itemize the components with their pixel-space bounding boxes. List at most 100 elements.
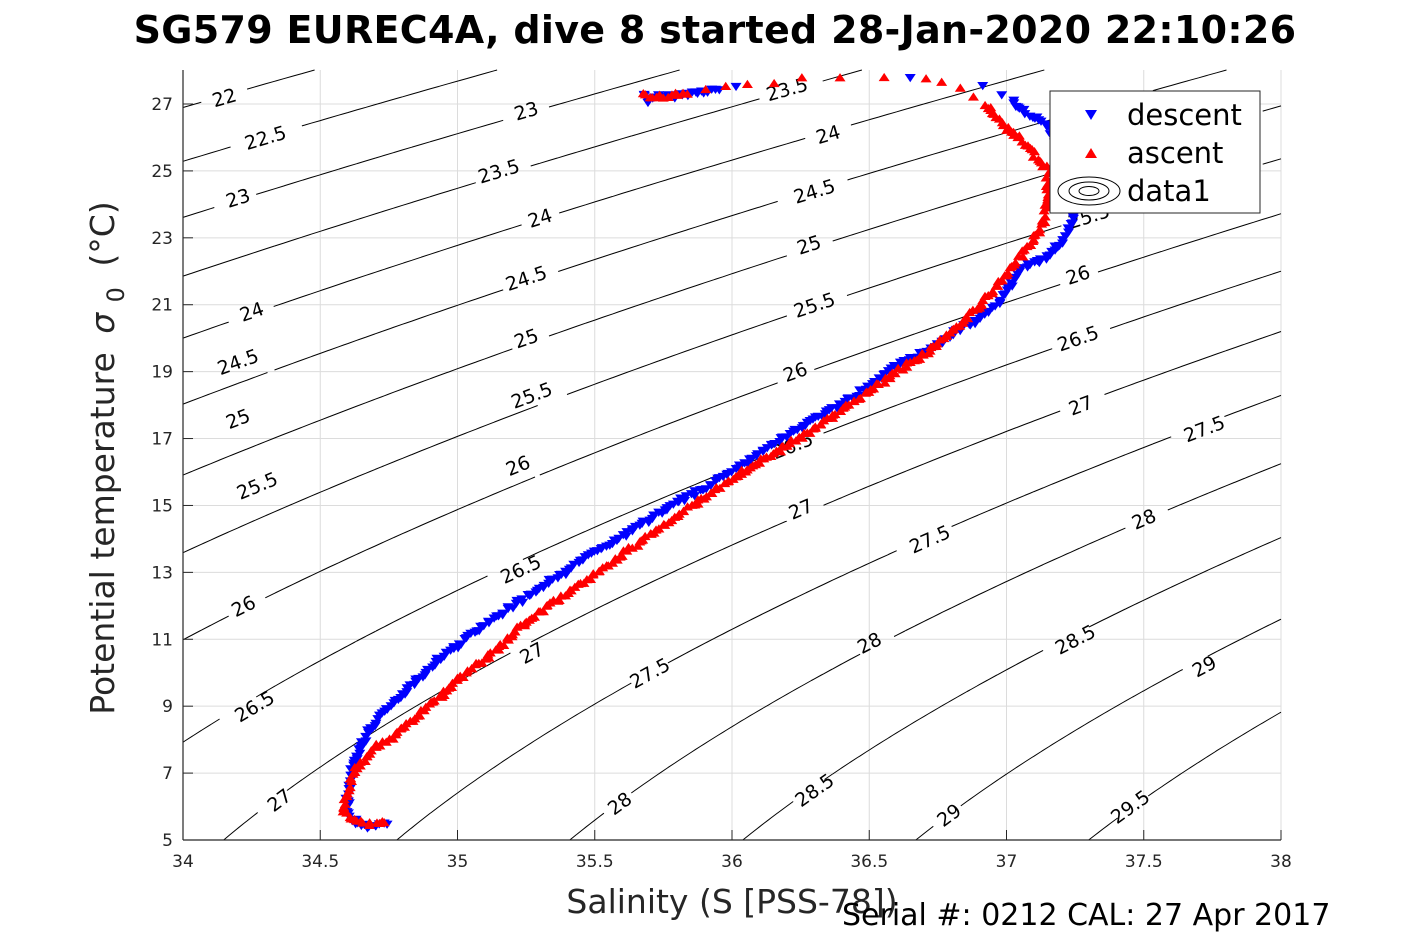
contour-label: 27: [1066, 391, 1096, 420]
data-point-ascent: [1017, 252, 1029, 261]
y-tick-label: 11: [151, 630, 173, 650]
y-tick-label: 17: [151, 430, 173, 450]
contour-label: 22.5: [242, 122, 289, 155]
data-point-ascent: [962, 313, 974, 323]
data-point-ascent: [775, 447, 787, 456]
contour-27: [223, 331, 1282, 841]
contour-26: [182, 213, 1282, 641]
y-tick-label: 5: [162, 831, 173, 851]
contour-label: 26: [228, 591, 259, 621]
y-axis-label-text: Potential temperature: [83, 352, 122, 714]
x-tick-label: 34: [172, 852, 194, 872]
contour-label: 24.5: [503, 262, 550, 296]
data-point-descent: [685, 490, 697, 499]
data-point-ascent: [616, 551, 628, 560]
x-tick-label: 38: [1270, 852, 1292, 872]
contour-22-5: [182, 69, 498, 162]
data-point-descent: [502, 604, 514, 614]
data-point-ascent: [754, 458, 766, 467]
data-point-ascent: [936, 77, 948, 86]
contour-label: 26: [1063, 261, 1093, 289]
contour-25-5: [182, 158, 1282, 554]
data-point-ascent: [914, 354, 926, 363]
legend-entry-data1[interactable]: data1: [1127, 174, 1211, 208]
y-tick-label: 19: [151, 363, 173, 383]
series-descent: [340, 73, 1087, 833]
tick-labels: 34 34.5 35 35.5 36 36.5 37 37.5 38 5 7 9 11 13 15 17 19 2…: [151, 95, 1291, 872]
data-point-descent: [1018, 105, 1030, 115]
data-point-ascent: [768, 78, 780, 88]
data-point-ascent: [1009, 258, 1021, 267]
contour-label: 23: [512, 98, 541, 126]
y-tick-label: 27: [151, 95, 173, 115]
contour-label: 29.5: [1107, 786, 1154, 829]
x-tick-label: 36: [721, 852, 743, 872]
data-point-ascent: [414, 711, 426, 720]
contour-label: 26: [503, 451, 534, 480]
contour-25: [182, 105, 1282, 476]
data-point-ascent: [996, 276, 1008, 285]
x-tick-label: 34.5: [301, 852, 339, 872]
x-tick-label: 37: [996, 852, 1018, 872]
contour-label: 22: [210, 84, 239, 112]
contour-label: 25.5: [791, 288, 838, 322]
contour-24: [182, 69, 1045, 339]
data-point-descent: [739, 459, 751, 468]
data-point-ascent: [553, 595, 565, 605]
data-point-ascent: [1032, 155, 1044, 164]
data-point-ascent: [484, 648, 496, 657]
x-tick-label: 35: [447, 852, 469, 872]
data-point-ascent: [363, 820, 375, 830]
data-point-ascent: [371, 818, 383, 827]
contour-label: 29: [933, 800, 966, 832]
contour-label: 25: [794, 231, 824, 259]
y-tick-label: 7: [162, 764, 173, 784]
y-axis-label-units: (°C): [83, 201, 122, 266]
chart-title: SG579 EUREC4A, dive 8 started 28-Jan-202…: [133, 8, 1297, 52]
data-point-ascent: [889, 369, 901, 378]
contour-label: 23.5: [476, 155, 523, 188]
data-point-descent: [522, 590, 534, 600]
data-point-descent: [854, 386, 866, 395]
data-point-ascent: [637, 88, 649, 98]
data-point-descent: [488, 614, 500, 623]
data-point-descent: [680, 492, 692, 501]
x-tick-label: 36.5: [850, 852, 888, 872]
data-point-ascent: [796, 433, 808, 442]
legend[interactable]: descent ascent data1: [1049, 90, 1261, 214]
legend-entry-ascent[interactable]: ascent: [1127, 136, 1223, 170]
legend-box: [1049, 90, 1261, 214]
data-point-ascent: [498, 640, 510, 649]
data-point-descent: [353, 745, 365, 754]
data-point-ascent: [741, 79, 753, 89]
y-tick-label: 25: [151, 162, 173, 182]
serial-cal-footer: Serial #: 0212 CAL: 27 Apr 2017: [842, 898, 1331, 933]
data-point-ascent: [529, 612, 541, 621]
contour-label: 26.5: [231, 687, 279, 728]
data-point-descent: [596, 544, 608, 553]
data-point-ascent: [692, 499, 704, 508]
data-point-ascent: [1039, 212, 1051, 221]
data-point-descent: [774, 437, 786, 447]
data-point-ascent: [1016, 137, 1028, 146]
contour-label: 27.5: [906, 521, 954, 558]
data-point-descent: [445, 646, 457, 655]
data-point-descent: [705, 481, 717, 490]
data-point-ascent: [809, 422, 821, 431]
data-point-descent: [1019, 110, 1031, 119]
legend-entry-descent[interactable]: descent: [1127, 98, 1242, 132]
data-point-ascent: [979, 100, 991, 110]
axes: [182, 70, 1282, 841]
contour-label: 25: [511, 325, 541, 354]
contour-label: 25.5: [234, 468, 282, 505]
data-point-descent: [997, 291, 1009, 300]
contour-label: 24: [814, 121, 843, 149]
y-axis-label: Potential temperature σ 0 (°C): [83, 201, 130, 714]
contour-24-5: [182, 69, 1227, 405]
data-point-ascent: [537, 607, 549, 616]
data-point-ascent: [446, 678, 458, 687]
data-point-ascent: [677, 88, 689, 97]
contour-label: 27: [516, 638, 548, 669]
data-point-ascent: [428, 696, 440, 705]
data-point-ascent: [678, 506, 690, 515]
